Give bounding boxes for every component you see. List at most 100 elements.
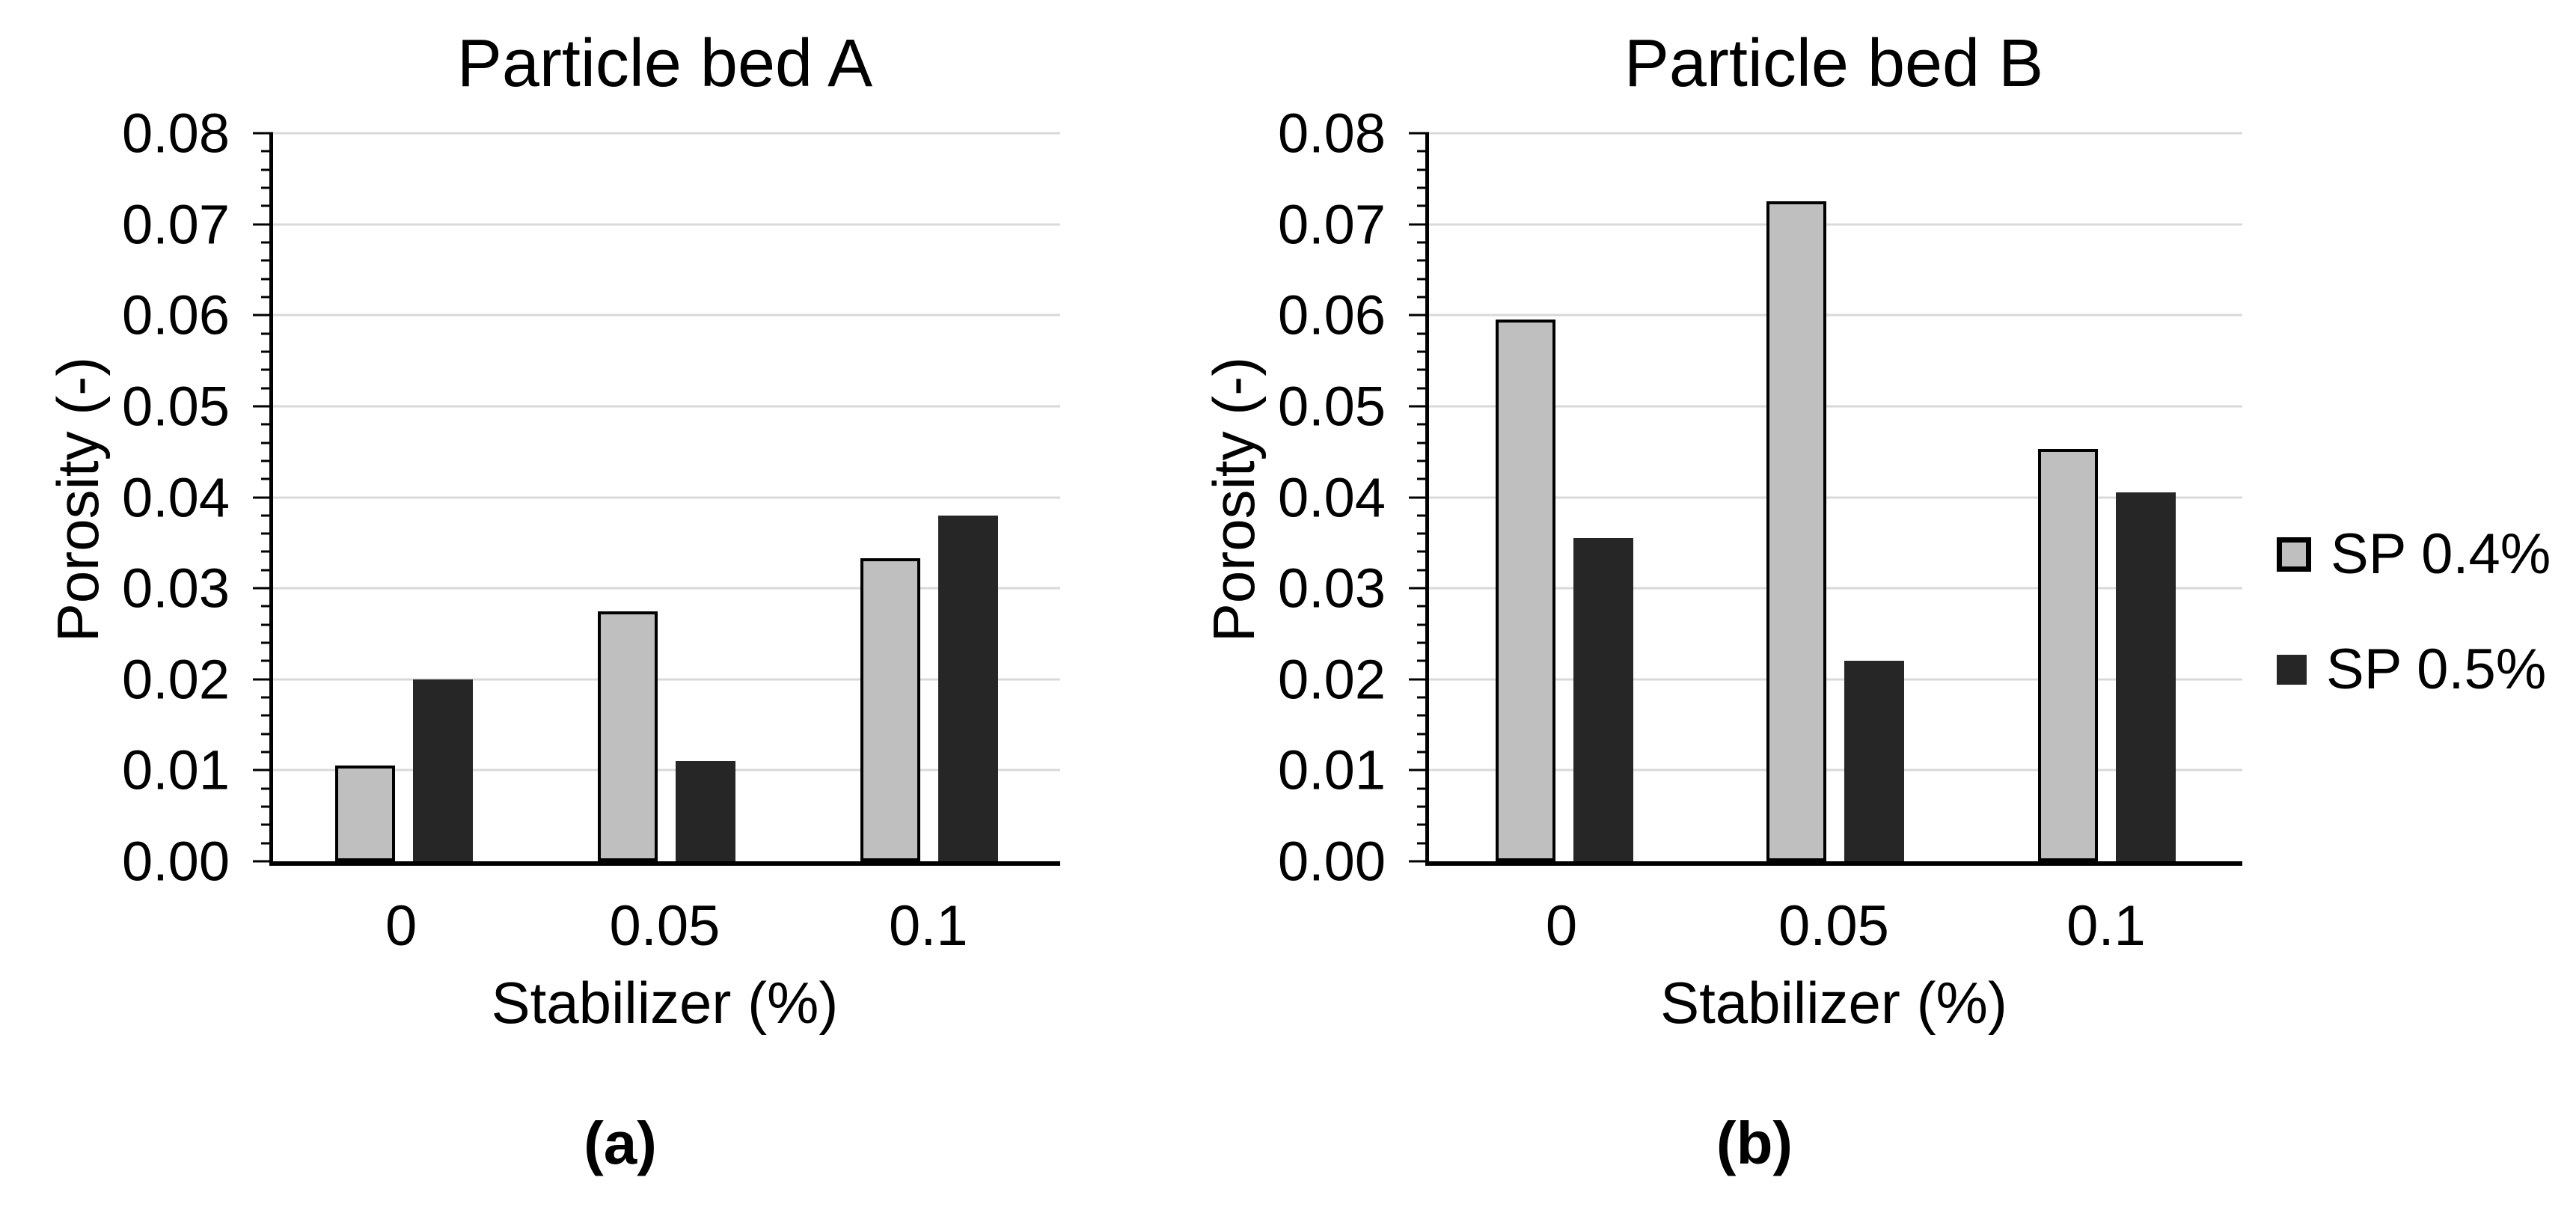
bar-sp-0-4--x0 [335, 766, 396, 861]
y-minor-tick [261, 569, 273, 572]
y-minor-tick [1417, 168, 1429, 171]
y-minor-tick [1417, 441, 1429, 444]
bar-sp-0-4--x0.1 [860, 558, 920, 861]
legend-label-sp-05: SP 0.5% [2326, 638, 2547, 701]
bar-sp-0-5--x0.1 [937, 515, 998, 861]
y-major-tick [1409, 678, 1429, 681]
y-major-tick [1409, 860, 1429, 863]
gridline [1429, 223, 2242, 226]
y-minor-tick [1417, 423, 1429, 426]
y-minor-tick [1417, 842, 1429, 845]
x-tick-label-0.05: 0.05 [1778, 894, 1889, 958]
y-minor-tick [261, 459, 273, 462]
y-tick-label: 0.00 [121, 830, 230, 893]
gridline [1429, 405, 2242, 408]
y-major-tick [1409, 314, 1429, 317]
gridline [273, 314, 1060, 317]
x-tick-label-0: 0 [1545, 894, 1578, 958]
x-tick-label-0.1: 0.1 [888, 894, 968, 958]
chart-b-y-axis-label: Porosity (-) [1201, 356, 1267, 643]
bar-sp-0-5--x0.05 [676, 761, 735, 861]
y-major-tick [253, 223, 273, 226]
bar-group-0.1 [1971, 133, 2242, 861]
y-minor-tick [1417, 623, 1429, 626]
y-minor-tick [261, 787, 273, 790]
bar-sp-0-4--x0.05 [598, 611, 658, 861]
y-minor-tick [261, 623, 273, 626]
gridline [273, 678, 1060, 681]
y-minor-tick [1417, 350, 1429, 353]
y-tick-label: 0.08 [121, 102, 230, 165]
gridline [1429, 587, 2242, 590]
chart-a-x-tick-labels: 0 0.05 0.1 [269, 896, 1060, 956]
y-minor-tick [261, 259, 273, 262]
y-minor-tick [1417, 550, 1429, 553]
y-minor-tick [1417, 696, 1429, 699]
bar-sp-0-4--x0.05 [1766, 201, 1827, 861]
y-minor-tick [1417, 733, 1429, 736]
bar-sp-0-5--x0 [1573, 538, 1634, 861]
y-minor-tick [261, 842, 273, 845]
y-minor-tick [1417, 459, 1429, 462]
bar-sp-0-4--x0.1 [2037, 449, 2098, 861]
y-minor-tick [261, 805, 273, 808]
y-tick-label: 0.01 [1277, 739, 1386, 801]
x-tick-label-0: 0 [385, 894, 417, 958]
bar-group-0.1 [798, 133, 1060, 861]
y-tick-label: 0.03 [121, 557, 230, 620]
y-minor-tick [1417, 368, 1429, 371]
bar-group-0.05 [1700, 133, 1971, 861]
y-major-tick [253, 496, 273, 498]
y-major-tick [1409, 587, 1429, 590]
y-minor-tick [261, 733, 273, 736]
y-minor-tick [261, 296, 273, 299]
panel-label-b: (b) [1716, 1110, 1793, 1176]
gridline [273, 132, 1060, 135]
y-minor-tick [261, 714, 273, 717]
bar-group-0.05 [536, 133, 798, 861]
y-minor-tick [261, 532, 273, 535]
y-tick-label: 0.06 [1277, 284, 1386, 346]
y-minor-tick [1417, 296, 1429, 299]
y-minor-tick [1417, 387, 1429, 390]
x-tick-label-0.05: 0.05 [609, 894, 721, 958]
gridline [1429, 132, 2242, 135]
y-minor-tick [261, 441, 273, 444]
y-major-tick [1409, 769, 1429, 771]
y-major-tick [253, 769, 273, 771]
y-minor-tick [261, 204, 273, 207]
y-minor-tick [261, 550, 273, 553]
y-tick-label: 0.03 [1277, 557, 1386, 620]
y-tick-label: 0.07 [121, 193, 230, 256]
y-minor-tick [1417, 204, 1429, 207]
y-tick-label: 0.04 [121, 466, 230, 528]
y-major-tick [253, 132, 273, 135]
chart-panel-a: Particle bed A Porosity (-) 0.00 0.01 0.02… [46, 0, 1060, 1210]
y-minor-tick [261, 186, 273, 189]
y-minor-tick [261, 241, 273, 244]
y-tick-label: 0.05 [1277, 375, 1386, 438]
y-major-tick [1409, 496, 1429, 498]
y-minor-tick [1417, 332, 1429, 335]
y-minor-tick [261, 168, 273, 171]
y-tick-label: 0.08 [1277, 102, 1386, 165]
y-minor-tick [1417, 805, 1429, 808]
y-minor-tick [1417, 278, 1429, 281]
bar-sp-0-4--x0 [1496, 320, 1556, 861]
y-minor-tick [1417, 787, 1429, 790]
y-major-tick [1409, 223, 1429, 226]
bar-groups [273, 133, 1060, 861]
chart-b-x-tick-labels: 0 0.05 0.1 [1425, 896, 2242, 956]
y-major-tick [253, 587, 273, 590]
y-minor-tick [261, 641, 273, 644]
gridline [273, 587, 1060, 590]
y-minor-tick [261, 823, 273, 826]
chart-b-plot-area: 0.00 0.01 0.02 0.03 0.04 0.05 0.06 0.07 0.08 [1278, 103, 2242, 893]
gridline [273, 223, 1060, 226]
legend-swatch-sp-04 [2277, 537, 2311, 572]
chart-b-title: Particle bed B [1624, 26, 2044, 101]
x-tick-label-0.1: 0.1 [2066, 894, 2146, 958]
chart-a-x-axis-label: Stabilizer (%) [491, 970, 839, 1036]
y-tick-label: 0.02 [1277, 648, 1386, 711]
